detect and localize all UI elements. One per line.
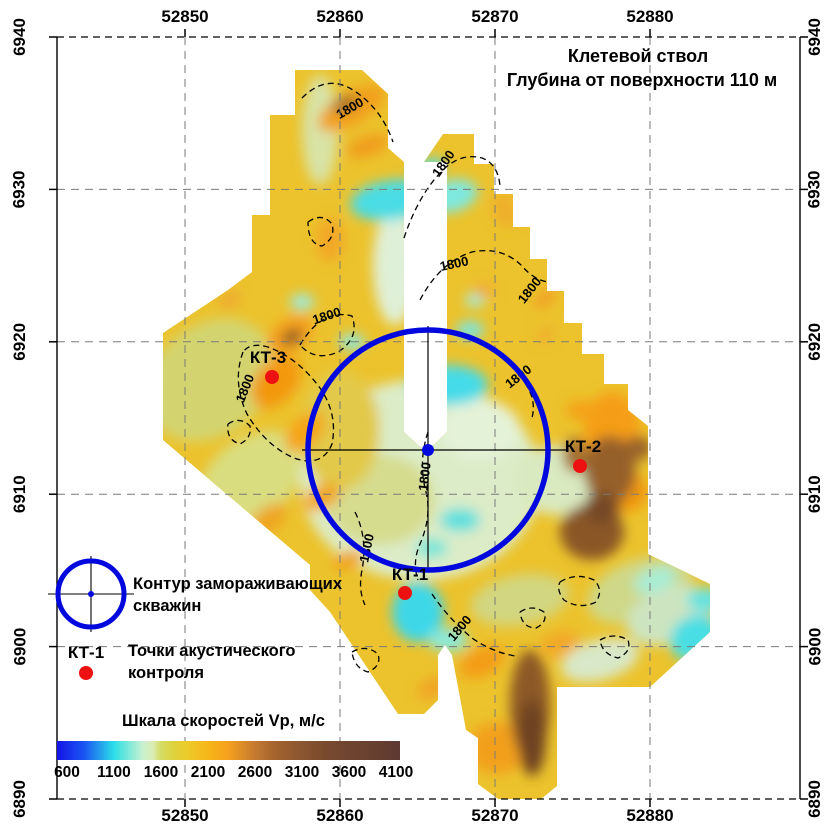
x-tick-label: 52860 bbox=[316, 806, 363, 825]
x-axis-bottom-labels: 52850 52860 52870 52880 bbox=[161, 806, 673, 825]
y-tick-label: 6890 bbox=[805, 780, 824, 818]
shaft-center-dot bbox=[422, 444, 434, 456]
x-tick-label: 52870 bbox=[471, 7, 518, 26]
y-tick-label: 6900 bbox=[805, 628, 824, 666]
legend-points-label-1: Точки акустического bbox=[128, 642, 295, 660]
title-line-2: Глубина от поверхности 110 м bbox=[507, 70, 777, 90]
x-tick-label: 52860 bbox=[316, 7, 363, 26]
contour-label: 1800 bbox=[438, 253, 469, 274]
legend: Контур замораживающих скважин КТ-1 Точки… bbox=[48, 556, 343, 682]
legend-points-label-2: контроля bbox=[128, 664, 204, 682]
plot-frame bbox=[49, 29, 808, 807]
point-label-kt1: КТ-1 bbox=[392, 565, 428, 584]
legend-circle-center-dot bbox=[88, 591, 94, 597]
velocity-field bbox=[163, 70, 710, 799]
colorbar-tick: 3600 bbox=[332, 764, 366, 781]
legend-point-symbol-label: КТ-1 bbox=[68, 643, 104, 662]
y-tick-label: 6920 bbox=[805, 323, 824, 361]
y-tick-label: 6930 bbox=[805, 170, 824, 208]
colorbar-tick: 2100 bbox=[191, 764, 225, 781]
contour-label: 1800 bbox=[415, 461, 433, 492]
y-tick-label: 6910 bbox=[805, 475, 824, 513]
point-marker-kt3 bbox=[265, 370, 279, 384]
freezing-wells-contour bbox=[302, 326, 568, 573]
colorbar-tick: 4100 bbox=[379, 764, 413, 781]
y-tick-label: 6930 bbox=[10, 170, 29, 208]
colorbar-title: Шкала скоростей Vp, м/с bbox=[122, 712, 325, 730]
map-title: Клетевой ствол Глубина от поверхности 11… bbox=[507, 46, 777, 90]
y-tick-label: 6940 bbox=[10, 18, 29, 56]
point-label-kt3: КТ-3 bbox=[250, 348, 286, 367]
legend-circle-symbol bbox=[55, 558, 127, 630]
point-marker-kt1 bbox=[398, 586, 412, 600]
title-line-1: Клетевой ствол bbox=[568, 46, 708, 66]
legend-circle-label-2: скважин bbox=[133, 597, 201, 615]
legend-circle-label-1: Контур замораживающих bbox=[133, 575, 343, 593]
x-tick-label: 52850 bbox=[161, 806, 208, 825]
x-tick-label: 52880 bbox=[626, 806, 673, 825]
legend-point-marker bbox=[79, 666, 93, 680]
colorbar-tick: 3100 bbox=[285, 764, 319, 781]
point-marker-kt2 bbox=[573, 459, 587, 473]
colorbar: Шкала скоростей Vp, м/с 600 1100 1600 21… bbox=[54, 712, 413, 781]
y-tick-label: 6940 bbox=[805, 18, 824, 56]
x-tick-label: 52880 bbox=[626, 7, 673, 26]
y-tick-label: 6910 bbox=[10, 475, 29, 513]
x-axis-top-labels: 52850 52860 52870 52880 bbox=[161, 7, 673, 26]
colorbar-tick: 1600 bbox=[144, 764, 178, 781]
colorbar-gradient bbox=[57, 741, 400, 760]
acoustic-points: КТ-3 КТ-2 КТ-1 bbox=[250, 348, 601, 600]
freezing-circle bbox=[305, 327, 551, 573]
colorbar-tick: 2600 bbox=[238, 764, 272, 781]
y-axis-right-labels: 6940 6930 6920 6910 6900 6890 bbox=[805, 18, 825, 818]
y-axis-left-labels: 6940 6930 6920 6910 6900 6890 bbox=[10, 18, 30, 818]
x-tick-label: 52870 bbox=[471, 806, 518, 825]
point-label-kt2: КТ-2 bbox=[565, 437, 601, 456]
colorbar-tick: 600 bbox=[54, 764, 80, 781]
colorbar-tick: 1100 bbox=[97, 764, 131, 781]
tick-marks bbox=[49, 29, 808, 807]
y-tick-label: 6900 bbox=[10, 628, 29, 666]
y-tick-label: 6920 bbox=[10, 323, 29, 361]
x-tick-label: 52850 bbox=[161, 7, 208, 26]
y-tick-label: 6890 bbox=[10, 780, 29, 818]
